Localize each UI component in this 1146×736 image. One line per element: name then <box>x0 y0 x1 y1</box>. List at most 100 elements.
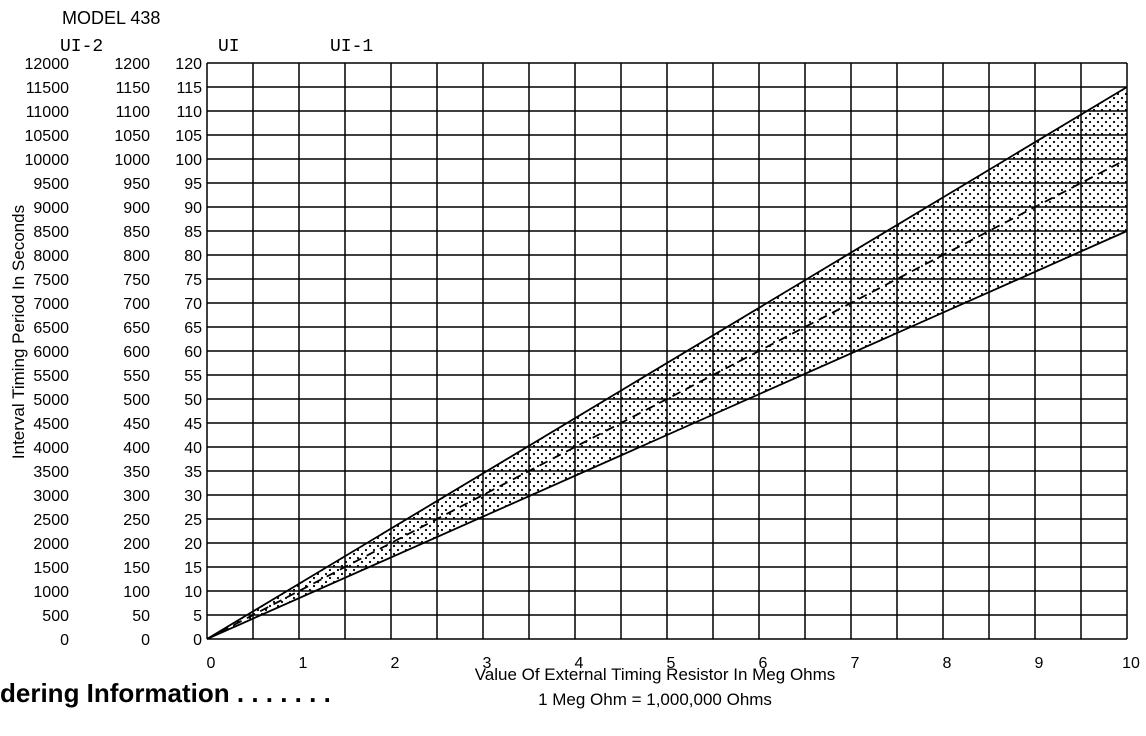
y-tick-label: 35 <box>184 464 202 481</box>
y-tick-label: 800 <box>123 248 150 265</box>
y-tick-label: 3500 <box>33 464 69 481</box>
ordering-info-heading: dering Information . . . . . . . <box>0 678 331 708</box>
y-tick-label: 900 <box>123 200 150 217</box>
y-tick-label: 120 <box>175 56 202 73</box>
x-tick-label: 10 <box>1122 655 1140 672</box>
y-tick-label: 10 <box>184 584 202 601</box>
series-layer <box>206 86 1128 640</box>
y-tick-label: 30 <box>184 488 202 505</box>
y-tick-label: 100 <box>175 152 202 169</box>
y-tick-label: 500 <box>123 392 150 409</box>
y-tick-label: 150 <box>123 560 150 577</box>
y-tick-label: 1000 <box>114 152 150 169</box>
y-tick-label: 750 <box>123 272 150 289</box>
x-tick-label: 8 <box>943 655 952 672</box>
y-tick-label: 60 <box>184 344 202 361</box>
y-tick-label: 5 <box>193 608 202 625</box>
y-tick-label: 1050 <box>114 128 150 145</box>
x-axis-label: Value Of External Timing Resistor In Meg… <box>475 665 836 684</box>
y-tick-label: 0 <box>193 632 202 649</box>
y-tick-label: 15 <box>184 560 202 577</box>
y-tick-label: 950 <box>123 176 150 193</box>
y-tick-label: 850 <box>123 224 150 241</box>
y-tick-label: 50 <box>132 608 150 625</box>
y-tick-label: 500 <box>42 608 69 625</box>
x-tick-label: 1 <box>299 655 308 672</box>
y-tick-label: 6000 <box>33 344 69 361</box>
axis-name-ui2: UI-2 <box>60 37 103 57</box>
y-tick-label: 2000 <box>33 536 69 553</box>
y-tick-label: 5000 <box>33 392 69 409</box>
y-tick-label: 1000 <box>33 584 69 601</box>
y-tick-label: 12000 <box>25 56 70 73</box>
y-tick-label: 20 <box>184 536 202 553</box>
y-tick-labels: 0500100015002000250030003500400045005000… <box>25 56 203 649</box>
x-tick-label: 5 <box>667 655 676 672</box>
y-tick-label: 1200 <box>114 56 150 73</box>
y-tick-label: 10500 <box>25 128 70 145</box>
y-tick-label: 1500 <box>33 560 69 577</box>
y-axis-label: Interval Timing Period In Seconds <box>9 205 28 459</box>
y-tick-label: 7000 <box>33 296 69 313</box>
upper-limit-line <box>206 86 1128 640</box>
y-tick-label: 4000 <box>33 440 69 457</box>
y-tick-label: 90 <box>184 200 202 217</box>
y-tick-label: 8000 <box>33 248 69 265</box>
lower-limit-line <box>206 230 1128 640</box>
y-tick-label: 600 <box>123 344 150 361</box>
x-tick-label: 9 <box>1035 655 1044 672</box>
model-title: MODEL 438 <box>62 8 160 28</box>
y-tick-label: 2500 <box>33 512 69 529</box>
y-tick-label: 1100 <box>116 104 151 121</box>
x-tick-label: 3 <box>483 655 492 672</box>
y-tick-label: 300 <box>123 488 150 505</box>
y-tick-label: 450 <box>123 416 150 433</box>
y-tick-label: 250 <box>123 512 150 529</box>
y-tick-label: 550 <box>123 368 150 385</box>
y-tick-label: 85 <box>184 224 202 241</box>
axis-name-ui: UI <box>218 37 240 57</box>
y-tick-label: 400 <box>123 440 150 457</box>
x-tick-label: 7 <box>851 655 860 672</box>
y-tick-label: 8500 <box>33 224 69 241</box>
y-tick-label: 5500 <box>33 368 69 385</box>
x-tick-label: 2 <box>391 655 400 672</box>
axis-name-ui1: UI-1 <box>330 37 373 57</box>
y-tick-label: 3000 <box>33 488 69 505</box>
y-tick-label: 55 <box>184 368 202 385</box>
x-axis-note: 1 Meg Ohm = 1,000,000 Ohms <box>538 690 772 709</box>
y-tick-label: 0 <box>60 632 69 649</box>
y-tick-label: 50 <box>184 392 202 409</box>
y-tick-label: 100 <box>123 584 150 601</box>
y-tick-label: 9000 <box>33 200 69 217</box>
y-tick-label: 45 <box>184 416 202 433</box>
y-tick-label: 105 <box>175 128 202 145</box>
y-tick-label: 25 <box>184 512 202 529</box>
y-tick-label: 11000 <box>26 104 69 121</box>
y-tick-label: 40 <box>184 440 202 457</box>
y-tick-label: 4500 <box>33 416 69 433</box>
y-tick-label: 0 <box>141 632 150 649</box>
y-tick-label: 115 <box>176 80 202 97</box>
y-tick-label: 9500 <box>33 176 69 193</box>
y-tick-label: 110 <box>176 104 202 121</box>
y-tick-label: 350 <box>123 464 150 481</box>
y-tick-label: 700 <box>123 296 150 313</box>
x-tick-label: 4 <box>575 655 584 672</box>
nominal-line <box>206 158 1128 640</box>
y-tick-label: 80 <box>184 248 202 265</box>
x-tick-label: 0 <box>207 655 216 672</box>
x-tick-labels: 0 1 2 3 4 5 6 7 8 9 10 <box>207 655 1140 672</box>
y-tick-label: 11500 <box>26 80 69 97</box>
y-tick-label: 70 <box>184 296 202 313</box>
y-tick-label: 95 <box>184 176 202 193</box>
y-tick-label: 10000 <box>25 152 70 169</box>
y-tick-label: 200 <box>123 536 150 553</box>
y-tick-label: 650 <box>123 320 150 337</box>
y-tick-label: 65 <box>184 320 202 337</box>
y-tick-label: 75 <box>184 272 202 289</box>
x-tick-label: 6 <box>759 655 768 672</box>
y-tick-label: 1150 <box>116 80 151 97</box>
y-tick-label: 7500 <box>33 272 69 289</box>
